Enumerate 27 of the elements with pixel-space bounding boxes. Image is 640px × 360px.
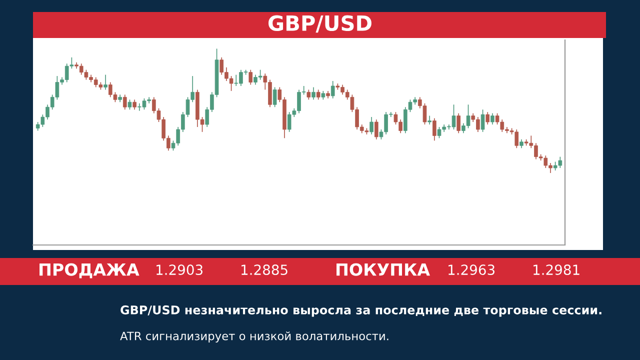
candlestick — [432, 118, 436, 142]
candlestick — [490, 112, 494, 125]
candlestick — [486, 112, 490, 125]
candlestick — [306, 89, 311, 100]
text: 1.2963 — [448, 264, 494, 276]
candlestick — [370, 116, 374, 135]
candlestick — [428, 115, 432, 125]
candlestick — [312, 86, 316, 100]
candlestick — [480, 109, 485, 132]
candlestick — [104, 74, 108, 90]
candlestick — [374, 119, 378, 140]
candlestick — [132, 99, 136, 110]
candlestick — [456, 112, 461, 134]
candlestick — [128, 99, 132, 110]
text: 1.2885 — [242, 264, 288, 276]
chart-title: GBP/USD — [268, 15, 372, 33]
candlestick — [272, 86, 277, 108]
text: ПОКУПКА — [336, 263, 430, 276]
text: 1.2981 — [534, 264, 580, 276]
candlestick — [330, 80, 335, 99]
candlestick — [248, 69, 253, 86]
text: 1.2903 — [156, 264, 202, 276]
text: ATR сигнализирует о низкой волатильности. — [120, 332, 388, 343]
candlestick — [122, 94, 127, 110]
text: ПРОДАЖА — [40, 263, 140, 278]
text: GBP/USD незначительно выросла за последние две торговые сессии. — [120, 305, 602, 317]
candlestick — [316, 89, 320, 100]
